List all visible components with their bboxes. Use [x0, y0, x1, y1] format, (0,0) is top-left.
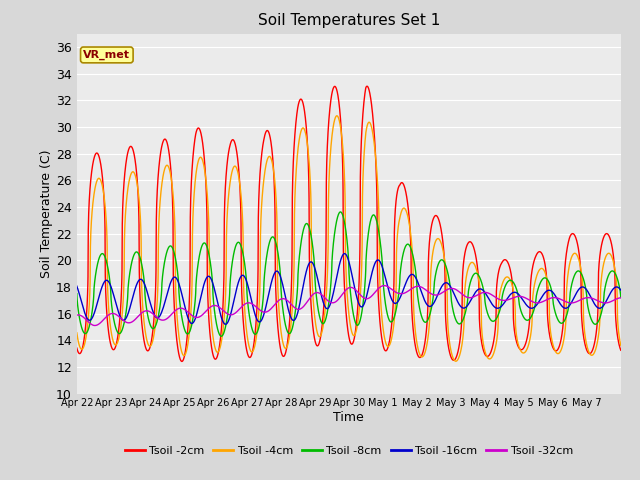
Tsoil -4cm: [425, 328, 433, 334]
Tsoil -32cm: [167, 312, 175, 318]
X-axis label: Time: Time: [333, 411, 364, 424]
Tsoil -8cm: [73, 291, 81, 297]
Tsoil -16cm: [436, 287, 444, 293]
Tsoil -8cm: [337, 209, 344, 215]
Tsoil -2cm: [499, 258, 507, 264]
Tsoil -16cm: [425, 303, 433, 309]
Tsoil -16cm: [499, 301, 507, 307]
Tsoil -2cm: [476, 292, 483, 298]
Tsoil -4cm: [166, 171, 174, 177]
Tsoil -8cm: [436, 258, 444, 264]
Tsoil -32cm: [73, 312, 81, 318]
Line: Tsoil -8cm: Tsoil -8cm: [77, 212, 621, 336]
Tsoil -8cm: [617, 295, 625, 300]
Line: Tsoil -2cm: Tsoil -2cm: [77, 86, 621, 361]
Tsoil -32cm: [436, 291, 444, 297]
Tsoil -16cm: [221, 322, 229, 327]
Tsoil -4cm: [436, 237, 444, 243]
Line: Tsoil -4cm: Tsoil -4cm: [77, 116, 621, 361]
Tsoil -32cm: [499, 298, 507, 303]
Tsoil -16cm: [73, 283, 81, 289]
Tsoil -2cm: [178, 359, 186, 364]
Tsoil -32cm: [425, 289, 433, 295]
Tsoil -4cm: [333, 113, 340, 119]
Tsoil -4cm: [491, 346, 499, 352]
Tsoil -2cm: [436, 221, 444, 227]
Tsoil -2cm: [617, 348, 625, 353]
Tsoil -4cm: [476, 279, 483, 285]
Line: Tsoil -16cm: Tsoil -16cm: [77, 253, 621, 324]
Tsoil -32cm: [491, 294, 499, 300]
Tsoil -8cm: [166, 243, 174, 249]
Tsoil -8cm: [491, 317, 499, 323]
Tsoil -32cm: [380, 283, 388, 288]
Tsoil -2cm: [425, 246, 433, 252]
Tsoil -2cm: [491, 329, 499, 335]
Tsoil -32cm: [91, 323, 99, 328]
Title: Soil Temperatures Set 1: Soil Temperatures Set 1: [258, 13, 440, 28]
Line: Tsoil -32cm: Tsoil -32cm: [77, 286, 621, 325]
Tsoil -4cm: [499, 279, 507, 285]
Legend: Tsoil -2cm, Tsoil -4cm, Tsoil -8cm, Tsoil -16cm, Tsoil -32cm: Tsoil -2cm, Tsoil -4cm, Tsoil -8cm, Tsoi…: [120, 441, 577, 460]
Y-axis label: Soil Temperature (C): Soil Temperature (C): [40, 149, 53, 278]
Tsoil -4cm: [452, 359, 460, 364]
Tsoil -16cm: [166, 280, 174, 286]
Tsoil -2cm: [363, 84, 371, 89]
Tsoil -32cm: [476, 291, 483, 297]
Tsoil -2cm: [73, 345, 81, 351]
Text: VR_met: VR_met: [83, 50, 131, 60]
Tsoil -16cm: [617, 287, 625, 293]
Tsoil -16cm: [476, 286, 483, 292]
Tsoil -8cm: [499, 290, 507, 296]
Tsoil -8cm: [218, 334, 225, 339]
Tsoil -4cm: [617, 343, 625, 348]
Tsoil -8cm: [476, 273, 483, 279]
Tsoil -2cm: [166, 162, 174, 168]
Tsoil -32cm: [617, 295, 625, 300]
Tsoil -16cm: [491, 304, 499, 310]
Tsoil -8cm: [425, 314, 433, 320]
Tsoil -4cm: [73, 330, 81, 336]
Tsoil -16cm: [340, 251, 348, 256]
